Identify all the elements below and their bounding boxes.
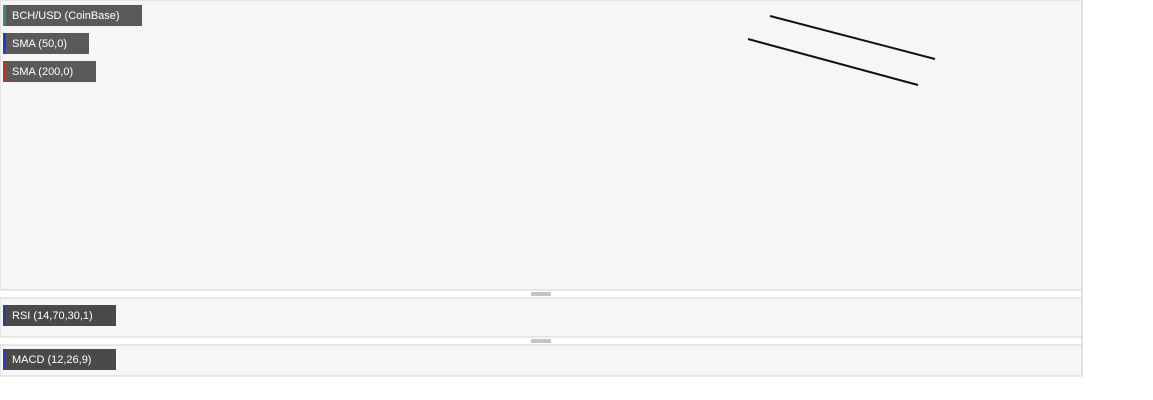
legend-box <box>3 305 116 326</box>
legend-entry: SMA (200,0) <box>12 66 73 78</box>
trend-line <box>769 15 936 60</box>
indicator-title: MACD (12,26,9) <box>12 354 91 366</box>
legend: BCH/USD (CoinBase) SMA (50,0) SMA (200,0… <box>3 5 142 370</box>
legend-box <box>3 5 142 26</box>
price-panel <box>0 0 1083 291</box>
legend-swatch <box>3 61 6 82</box>
legend-box <box>3 349 116 370</box>
legend-box <box>3 33 89 54</box>
macd-panel <box>0 344 1083 377</box>
trend-line <box>747 38 919 86</box>
legend-swatch <box>3 305 6 326</box>
legend-swatch <box>3 349 6 370</box>
chart-title: BCH/USD (CoinBase) <box>12 10 120 22</box>
legend-box <box>3 61 96 82</box>
trend-lines <box>747 15 936 86</box>
legend-swatch <box>3 5 6 26</box>
panel-handle <box>531 292 551 343</box>
legend-entry: SMA (50,0) <box>12 38 67 50</box>
legend-swatch <box>3 33 6 54</box>
rsi-panel <box>0 297 1083 338</box>
indicator-title: RSI (14,70,30,1) <box>12 310 93 322</box>
